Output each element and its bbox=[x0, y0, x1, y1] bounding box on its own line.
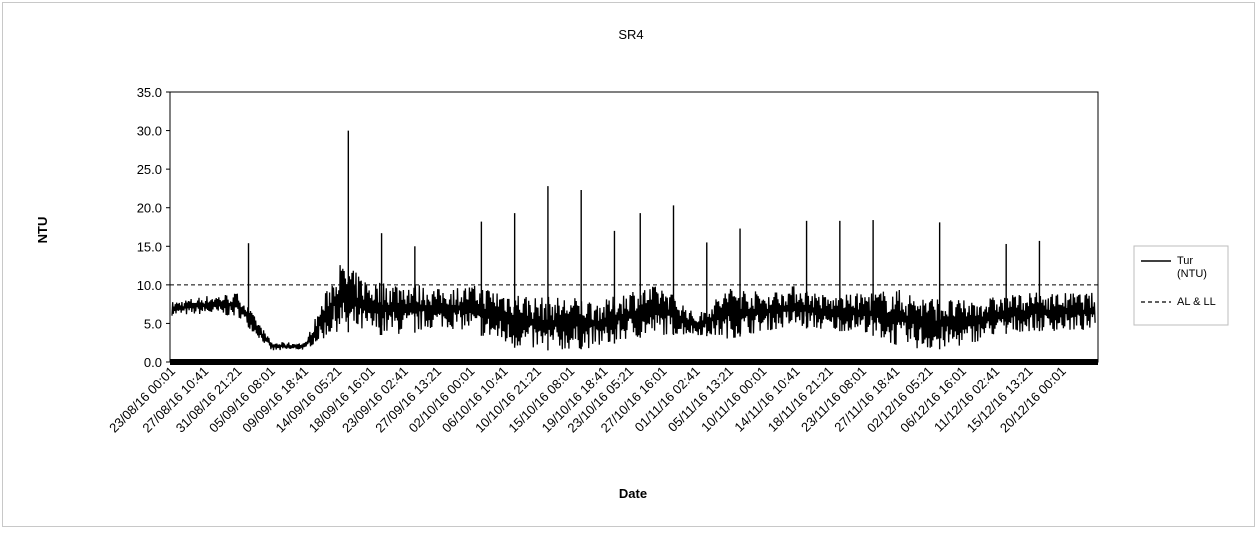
y-tick-label: 25.0 bbox=[137, 162, 162, 177]
legend-box bbox=[1133, 245, 1229, 326]
chart-title: SR4 bbox=[618, 27, 643, 42]
y-tick-label: 0.0 bbox=[144, 355, 162, 370]
legend: Tur (NTU) AL & LL bbox=[1133, 245, 1229, 326]
y-axis-label: NTU bbox=[35, 217, 50, 244]
legend-label-tur-2: (NTU) bbox=[1177, 268, 1207, 280]
y-tick-label: 10.0 bbox=[137, 278, 162, 293]
legend-label-tur-1: Tur bbox=[1177, 255, 1193, 267]
x-axis-baseline bbox=[170, 359, 1098, 365]
y-axis: 0.0 5.0 10.0 15.0 20.0 25.0 30.0 35.0 bbox=[137, 85, 170, 370]
y-tick-label: 20.0 bbox=[137, 201, 162, 216]
legend-label-al-ll: AL & LL bbox=[1177, 296, 1216, 308]
series-tur-line bbox=[171, 265, 1096, 351]
y-tick-label: 5.0 bbox=[144, 316, 162, 331]
chart-svg: SR4 0.0 5.0 10.0 15.0 20.0 25.0 30.0 35.0 23/08… bbox=[35, 27, 1229, 501]
series-layer bbox=[170, 130, 1098, 365]
x-axis-label: Date bbox=[619, 486, 647, 501]
y-tick-label: 35.0 bbox=[137, 85, 162, 100]
y-tick-label: 30.0 bbox=[137, 124, 162, 139]
y-tick-label: 15.0 bbox=[137, 239, 162, 254]
